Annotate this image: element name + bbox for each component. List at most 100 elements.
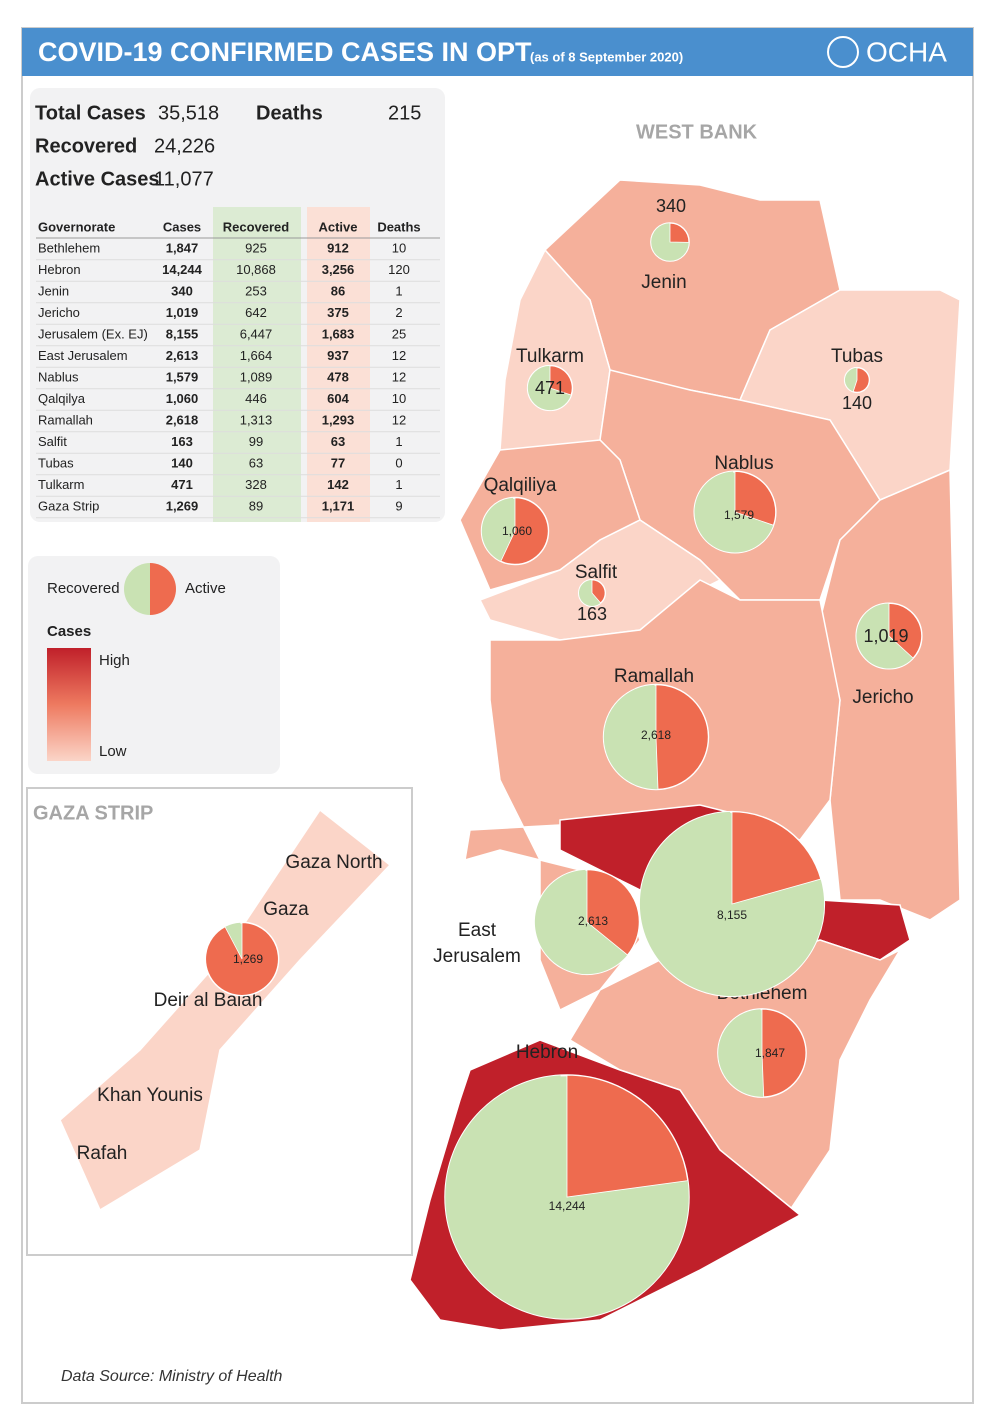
pie-label: 1,060 — [502, 524, 532, 538]
table-cell: 6,447 — [240, 326, 273, 341]
pie-active — [731, 811, 822, 905]
legend-high: High — [99, 652, 130, 669]
pie-active — [205, 922, 279, 996]
table-cell: 446 — [245, 391, 267, 406]
table-header: Recovered — [223, 219, 290, 234]
table-cell: Nablus — [38, 369, 79, 384]
pie-active — [566, 1074, 689, 1198]
table-cell: 2 — [395, 305, 402, 320]
table-cell: Gaza Strip — [38, 498, 99, 513]
table-cell: 10 — [392, 391, 406, 406]
table-cell: 1,171 — [322, 498, 355, 513]
summary-label: Total Cases — [35, 102, 146, 124]
table-cell: Jericho — [38, 305, 80, 320]
table-cell: 340 — [171, 283, 193, 298]
pie-active — [586, 869, 640, 956]
table-cell: 1,060 — [166, 391, 199, 406]
table-cell: 471 — [171, 477, 193, 492]
pie-active — [669, 222, 690, 243]
summary-label: Deaths — [256, 102, 323, 124]
table-cell: 1 — [395, 283, 402, 298]
pie-active — [761, 1008, 807, 1098]
pie-recovered — [718, 1009, 764, 1097]
summary-value: 35,518 — [158, 102, 219, 124]
table-cell: 1 — [395, 477, 402, 492]
table-cell: 1,269 — [166, 498, 199, 513]
pie-recovered — [603, 684, 659, 790]
table-cell: 0 — [395, 455, 402, 470]
table-cell: 12 — [392, 348, 406, 363]
table-header: Governorate — [38, 219, 115, 234]
summary-label: Active Cases — [35, 168, 160, 190]
table-cell: 1 — [395, 434, 402, 449]
table-cell: 328 — [245, 477, 267, 492]
pie-active — [500, 497, 549, 565]
table-cell: 12 — [392, 412, 406, 427]
legend-recovered: Recovered — [47, 580, 120, 597]
table-cell: Qalqilya — [38, 391, 86, 406]
table-cell: Salfit — [38, 434, 67, 449]
table-cell: Tulkarm — [38, 477, 84, 492]
table-cell: 925 — [245, 240, 267, 255]
legend-pie-recovered — [124, 563, 150, 615]
place-label: Salfit — [575, 562, 618, 583]
table-cell: 2,618 — [166, 412, 199, 427]
pie-active — [888, 603, 922, 659]
place-label: Jerusalem — [433, 946, 521, 967]
summary-value: 11,077 — [154, 168, 214, 190]
place-label: Tubas — [831, 346, 883, 367]
pie-label: 1,579 — [724, 508, 754, 522]
logo: OCHA — [866, 36, 947, 67]
pie-label: 1,269 — [233, 952, 263, 966]
table-cell: Tubas — [38, 455, 74, 470]
table-cell: 1,579 — [166, 369, 199, 384]
summary-value: 215 — [388, 102, 421, 124]
place-label: Khan Younis — [97, 1085, 203, 1106]
table-cell: 912 — [327, 240, 349, 255]
table-cell: 142 — [327, 477, 349, 492]
pie-label: 8,155 — [717, 908, 747, 922]
place-label: Jericho — [852, 687, 913, 708]
table-cell: 14,244 — [162, 262, 203, 277]
legend-pie-active — [150, 563, 176, 615]
pie-label: 1,847 — [755, 1046, 785, 1060]
table-cell: 10,868 — [236, 262, 276, 277]
table-cell: Ramallah — [38, 412, 93, 427]
pie-recovered — [856, 603, 914, 669]
table-cell: 937 — [327, 348, 349, 363]
table-cell: 1,293 — [322, 412, 355, 427]
place-label: East — [458, 920, 497, 941]
place-label: Gaza — [263, 899, 309, 920]
table-cell: Hebron — [38, 262, 81, 277]
legend-low: Low — [99, 743, 127, 760]
gaza-label: GAZA STRIP — [33, 802, 153, 824]
pie-label: 2,613 — [578, 914, 608, 928]
place-label: Gaza North — [285, 852, 382, 873]
table-cell: 12 — [392, 369, 406, 384]
table-cell: 86 — [331, 283, 345, 298]
pie-label: 340 — [656, 196, 686, 216]
pie-recovered — [578, 579, 601, 607]
place-label: Nablus — [714, 453, 773, 474]
table-cell: 604 — [327, 391, 349, 406]
pie-label: 1,019 — [863, 626, 908, 646]
table-cell: 8,155 — [166, 326, 199, 341]
table-cell: 63 — [249, 455, 263, 470]
legend-gradient — [47, 648, 91, 761]
table-cell: 9 — [395, 498, 402, 513]
pie-label: 2,618 — [641, 728, 671, 742]
pie-label: 14,244 — [549, 1199, 586, 1213]
place-label: Hebron — [516, 1042, 578, 1063]
pie-label: 471 — [535, 378, 565, 398]
table-cell: 642 — [245, 305, 267, 320]
table-cell: 253 — [245, 283, 267, 298]
west-bank-label: WEST BANK — [636, 121, 758, 143]
table-cell: 375 — [327, 305, 349, 320]
table-cell: Bethlehem — [38, 240, 100, 255]
pie-recovered — [225, 922, 242, 959]
pie-label: 140 — [842, 393, 872, 413]
table-cell: 1,089 — [240, 369, 273, 384]
table-cell: 1,683 — [322, 326, 355, 341]
table-cell: 3,256 — [322, 262, 355, 277]
